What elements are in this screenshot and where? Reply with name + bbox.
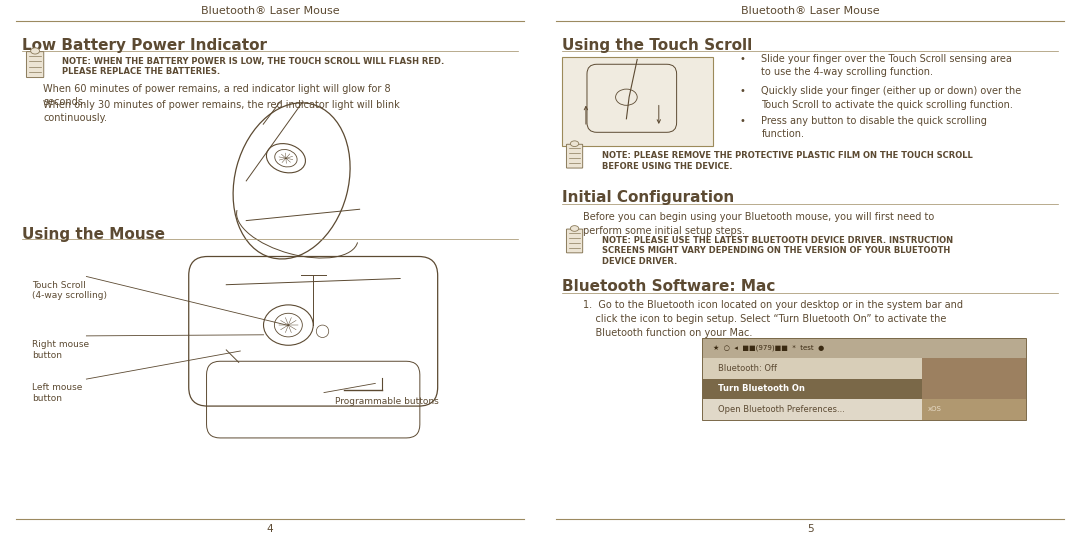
Text: 5: 5 — [807, 524, 813, 534]
Text: Low Battery Power Indicator: Low Battery Power Indicator — [22, 38, 267, 53]
Text: ★  ○  ◂  ■■(979)■■  *  test  ●: ★ ○ ◂ ■■(979)■■ * test ● — [713, 345, 824, 351]
Bar — [702, 338, 1026, 420]
Text: NOTE: PLEASE REMOVE THE PROTECTIVE PLASTIC FILM ON THE TOUCH SCROLL
BEFORE USING: NOTE: PLEASE REMOVE THE PROTECTIVE PLAST… — [603, 151, 973, 171]
Text: 1.  Go to the Bluetooth icon located on your desktop or in the system bar and
  : 1. Go to the Bluetooth icon located on y… — [583, 300, 963, 338]
Text: Slide your finger over the Touch Scroll sensing area
to use the 4-way scrolling : Slide your finger over the Touch Scroll … — [761, 54, 1012, 77]
Text: Using the Mouse: Using the Mouse — [22, 227, 164, 242]
Text: Touch Scroll
(4-way scrolling): Touch Scroll (4-way scrolling) — [32, 281, 107, 300]
Bar — [702, 338, 1026, 358]
Text: When only 30 minutes of power remains, the red indicator light will blink
contin: When only 30 minutes of power remains, t… — [43, 100, 400, 123]
Bar — [702, 399, 922, 420]
Text: Turn Bluetooth On: Turn Bluetooth On — [718, 384, 805, 393]
Text: Open Bluetooth Preferences...: Open Bluetooth Preferences... — [718, 405, 845, 414]
Bar — [702, 379, 922, 399]
Text: Initial Configuration: Initial Configuration — [562, 190, 733, 205]
Text: Bluetooth: Off: Bluetooth: Off — [718, 364, 778, 373]
Text: Quickly slide your finger (either up or down) over the
Touch Scroll to activate : Quickly slide your finger (either up or … — [761, 86, 1022, 110]
Ellipse shape — [570, 141, 579, 146]
Text: Press any button to disable the quick scrolling
function.: Press any button to disable the quick sc… — [761, 116, 987, 139]
FancyBboxPatch shape — [567, 144, 583, 168]
FancyBboxPatch shape — [562, 57, 713, 146]
Text: Programmable buttons: Programmable buttons — [335, 397, 438, 406]
FancyBboxPatch shape — [26, 52, 43, 78]
Text: Before you can begin using your Bluetooth mouse, you will first need to
perform : Before you can begin using your Bluetoot… — [583, 212, 934, 235]
Ellipse shape — [30, 48, 40, 54]
Bar — [702, 358, 922, 379]
Text: •: • — [740, 116, 745, 126]
Bar — [922, 358, 1026, 379]
Text: Bluetooth Software: Mac: Bluetooth Software: Mac — [562, 279, 775, 294]
FancyBboxPatch shape — [567, 229, 583, 253]
Bar — [922, 399, 1026, 420]
Ellipse shape — [570, 226, 579, 231]
Text: Bluetooth® Laser Mouse: Bluetooth® Laser Mouse — [741, 6, 879, 16]
Text: NOTE: PLEASE USE THE LATEST BLUETOOTH DEVICE DRIVER. INSTRUCTION
SCREENS MIGHT V: NOTE: PLEASE USE THE LATEST BLUETOOTH DE… — [603, 236, 954, 266]
Text: When 60 minutes of power remains, a red indicator light will glow for 8
seconds.: When 60 minutes of power remains, a red … — [43, 84, 391, 107]
Text: Bluetooth® Laser Mouse: Bluetooth® Laser Mouse — [201, 6, 339, 16]
Text: Right mouse
button: Right mouse button — [32, 340, 90, 360]
Bar — [922, 379, 1026, 399]
Text: xOS: xOS — [928, 406, 942, 413]
Text: •: • — [740, 86, 745, 97]
Text: 4: 4 — [267, 524, 273, 534]
Text: Using the Touch Scroll: Using the Touch Scroll — [562, 38, 752, 53]
Text: NOTE: WHEN THE BATTERY POWER IS LOW, THE TOUCH SCROLL WILL FLASH RED.
PLEASE REP: NOTE: WHEN THE BATTERY POWER IS LOW, THE… — [63, 57, 444, 76]
Text: Left mouse
button: Left mouse button — [32, 383, 83, 403]
Text: •: • — [740, 54, 745, 64]
